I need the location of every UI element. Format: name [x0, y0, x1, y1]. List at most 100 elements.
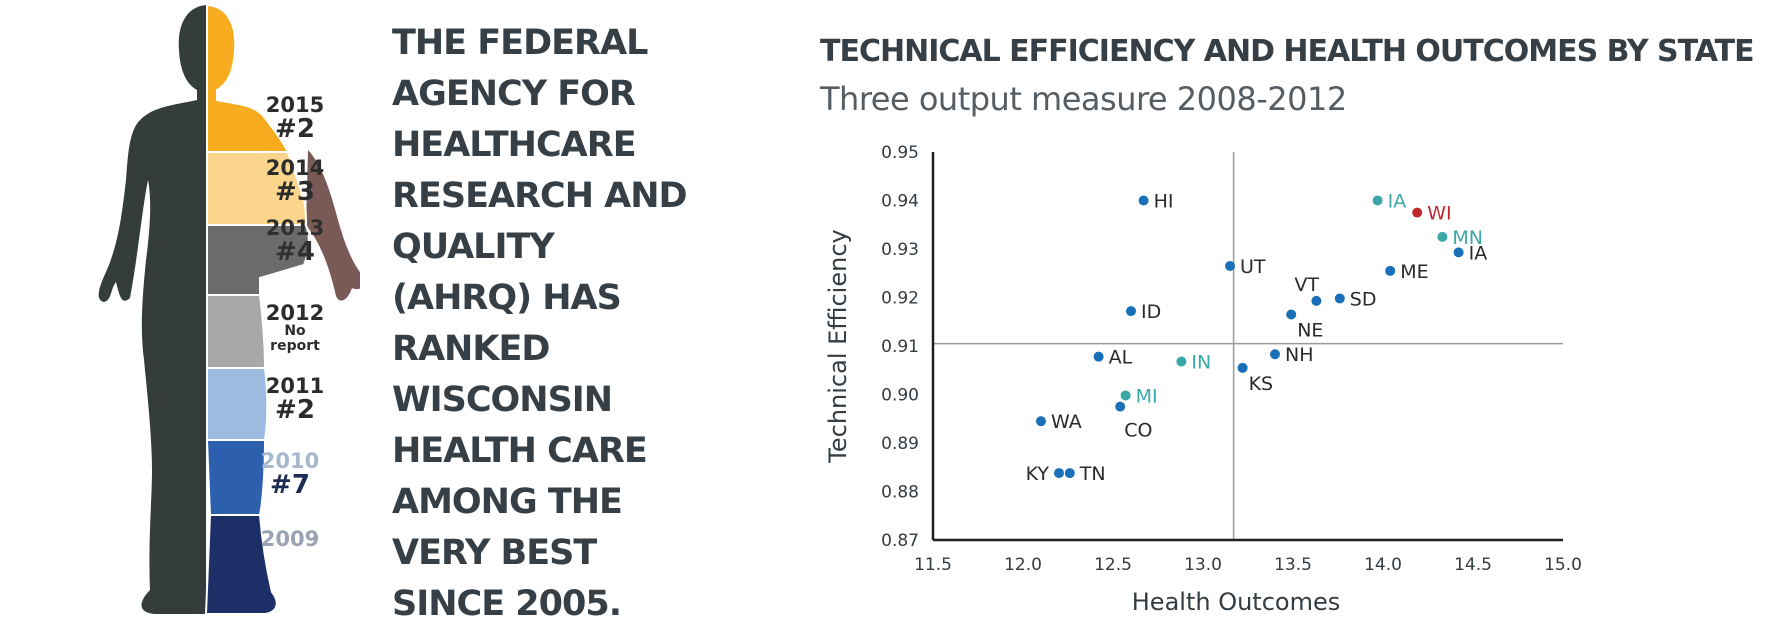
point-label-mn: MN	[1452, 227, 1483, 249]
y-tick-label: 0.95	[881, 143, 919, 163]
data-point-wi	[1412, 207, 1423, 218]
rank-year: 2013	[265, 216, 325, 240]
data-point-sd	[1334, 293, 1345, 304]
data-point-ks	[1237, 362, 1248, 373]
body-silhouette-graphic	[98, 3, 360, 615]
point-label-vt: VT	[1294, 274, 1319, 296]
data-point-id	[1126, 306, 1136, 317]
y-tick-label: 0.93	[881, 240, 919, 260]
point-label-ut: UT	[1240, 256, 1266, 278]
point-label-ne: NE	[1297, 319, 1323, 341]
point-label-in: IN	[1191, 352, 1211, 374]
chart-subtitle: Three output measure 2008-2012	[820, 80, 1347, 118]
x-tick-label: 12.0	[1004, 555, 1042, 575]
rank-year: 2009	[260, 527, 320, 551]
point-label-al: AL	[1109, 347, 1133, 369]
y-axis-title: Technical Efficiency	[824, 229, 852, 463]
rank-label-2014: 2014 #3	[260, 156, 330, 208]
point-label-ky: KY	[1026, 463, 1050, 485]
rank-segment-2014	[206, 151, 308, 226]
data-point-mn	[1437, 231, 1448, 242]
x-tick-label: 15.0	[1544, 555, 1582, 575]
rank-year: 2010	[260, 449, 320, 473]
rank-segment-2013	[206, 224, 310, 296]
data-point-ia	[1372, 195, 1383, 206]
x-tick-label: 11.5	[914, 555, 952, 575]
rank-year: 2011	[265, 374, 325, 398]
rank-label-2010: 2010 #7	[260, 449, 320, 501]
rank-position: #3	[275, 177, 315, 208]
headline-line: (AHRQ) HAS	[392, 278, 622, 318]
point-label-ia: IA	[1469, 242, 1488, 264]
point-label-nh: NH	[1285, 344, 1314, 366]
point-label-co: CO	[1124, 420, 1152, 442]
rank-segment-2009	[204, 514, 278, 615]
x-tick-label: 13.0	[1184, 555, 1222, 575]
point-label-ks: KS	[1249, 373, 1274, 395]
rank-label-2009: 2009 #2	[260, 527, 320, 579]
right-arm	[306, 150, 360, 301]
data-point-ne	[1286, 309, 1297, 320]
point-label-hi: HI	[1154, 191, 1174, 213]
chart-title: TECHNICAL EFFICIENCY AND HEALTH OUTCOMES…	[820, 34, 1755, 69]
rank-position: #2	[275, 395, 315, 426]
headline-line: HEALTH CARE	[392, 431, 648, 471]
data-point-ia	[1453, 247, 1464, 258]
point-label-mi: MI	[1136, 385, 1158, 407]
y-tick-label: 0.94	[881, 192, 919, 212]
x-tick-label: 14.0	[1364, 555, 1402, 575]
x-tick-label: 14.5	[1454, 555, 1492, 575]
y-tick-label: 0.92	[881, 289, 919, 309]
data-point-vt	[1311, 295, 1322, 306]
rank-position: #2	[270, 548, 310, 579]
body-left-half	[98, 5, 207, 614]
rank-label-2011: 2011 #2	[260, 374, 330, 426]
rank-year: 2014	[265, 156, 325, 180]
headline-line: WISCONSIN	[392, 380, 613, 420]
rank-label-2012: 2012 No report	[260, 301, 330, 355]
rank-label-2015: 2015 #2	[260, 93, 330, 145]
headline-line: VERY BEST	[392, 533, 597, 573]
point-label-wi: WI	[1427, 203, 1451, 225]
rank-position: #4	[275, 237, 315, 268]
rank-label-2013: 2013 #4	[260, 216, 330, 268]
headline-line: SINCE 2005.	[392, 584, 622, 624]
data-point-al	[1093, 351, 1104, 362]
rank-year: 2012	[265, 301, 325, 325]
y-tick-label: 0.89	[881, 434, 919, 454]
data-point-co	[1115, 401, 1126, 412]
headline-line: THE FEDERAL	[392, 23, 648, 63]
headline: THE FEDERAL AGENCY FOR HEALTHCARE RESEARCH …	[392, 18, 688, 630]
rank-note: No report	[270, 323, 320, 355]
rank-year: 2015	[265, 93, 325, 117]
data-point-in	[1176, 356, 1187, 367]
data-point-nh	[1270, 349, 1280, 360]
ranking-body-figure: 2015 #2 2014 #3 2013 #4 2012 No report 2011 #2 201…	[60, 0, 360, 630]
headline-line: HEALTHCARE	[392, 125, 637, 165]
data-point-ky	[1054, 468, 1064, 479]
headline-line: RANKED	[392, 329, 550, 369]
y-tick-label: 0.91	[881, 337, 919, 357]
data-point-mi	[1120, 390, 1131, 401]
y-tick-label: 0.90	[881, 386, 919, 406]
headline-line: QUALITY	[392, 227, 555, 267]
headline-line: AMONG THE	[392, 482, 623, 522]
y-tick-label: 0.88	[881, 483, 919, 503]
point-label-wa: WA	[1051, 411, 1082, 433]
point-label-id: ID	[1141, 301, 1161, 323]
data-point-ut	[1225, 260, 1235, 271]
data-point-me	[1385, 265, 1396, 276]
x-axis-title: Health Outcomes	[1132, 588, 1340, 616]
headline-line: RESEARCH AND	[392, 176, 688, 216]
x-tick-label: 13.5	[1274, 555, 1312, 575]
rank-segment-2015	[206, 3, 290, 153]
rank-position: #2	[275, 114, 315, 145]
point-label-sd: SD	[1350, 288, 1377, 310]
rank-position: #7	[270, 470, 310, 501]
point-label-tn: TN	[1079, 463, 1106, 485]
data-point-wa	[1036, 416, 1046, 427]
point-label-me: ME	[1400, 261, 1428, 283]
data-point-tn	[1064, 468, 1075, 479]
headline-line: AGENCY FOR	[392, 74, 636, 114]
